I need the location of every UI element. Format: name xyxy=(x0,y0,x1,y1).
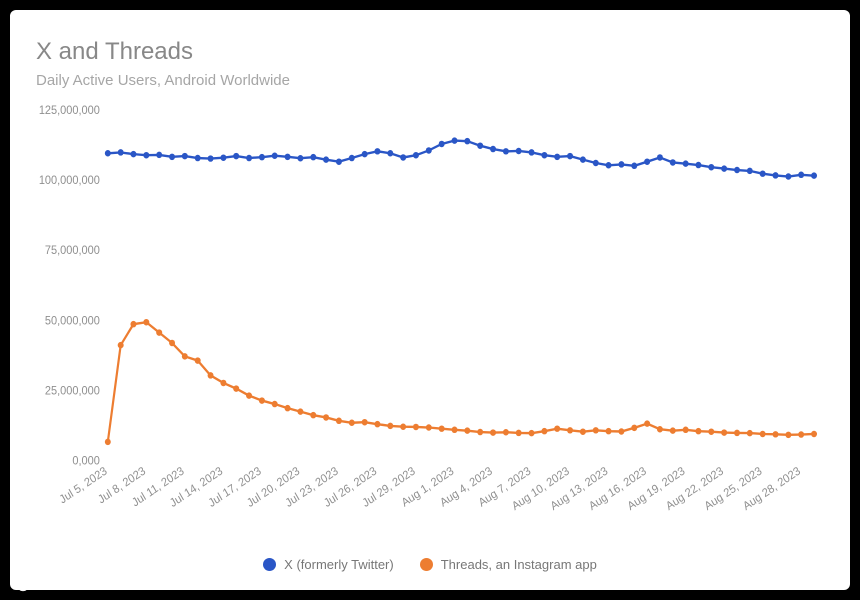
legend-swatch xyxy=(263,558,276,571)
svg-text:0,000: 0,000 xyxy=(72,455,99,467)
svg-text:100,000,000: 100,000,000 xyxy=(39,175,100,187)
chart-title: X and Threads xyxy=(36,38,824,66)
chart-area: 0,000 25,000,000 50,000,000 75,000,000 100,0… xyxy=(36,99,824,553)
outer-frame: X and Threads Daily Active Users, Androi… xyxy=(0,0,860,600)
chart-card: X and Threads Daily Active Users, Androi… xyxy=(10,10,850,590)
svg-text:125,000,000: 125,000,000 xyxy=(39,105,100,117)
branding-text: Followeran.com xyxy=(36,577,128,592)
chart-subtitle: Daily Active Users, Android Worldwide xyxy=(36,72,824,89)
branding: Followeran.com xyxy=(16,577,128,592)
legend-label: Threads, an Instagram app xyxy=(441,557,597,572)
legend-swatch xyxy=(420,558,433,571)
legend-label: X (formerly Twitter) xyxy=(284,557,394,572)
legend-item: X (formerly Twitter) xyxy=(263,557,394,572)
svg-text:25,000,000: 25,000,000 xyxy=(45,385,100,397)
legend: X (formerly Twitter) Threads, an Instagra… xyxy=(36,553,824,572)
svg-text:50,000,000: 50,000,000 xyxy=(45,315,100,327)
legend-item: Threads, an Instagram app xyxy=(420,557,597,572)
globe-icon xyxy=(16,578,30,592)
svg-text:75,000,000: 75,000,000 xyxy=(45,245,100,257)
line-chart: 0,000 25,000,000 50,000,000 75,000,000 100,0… xyxy=(36,99,824,553)
